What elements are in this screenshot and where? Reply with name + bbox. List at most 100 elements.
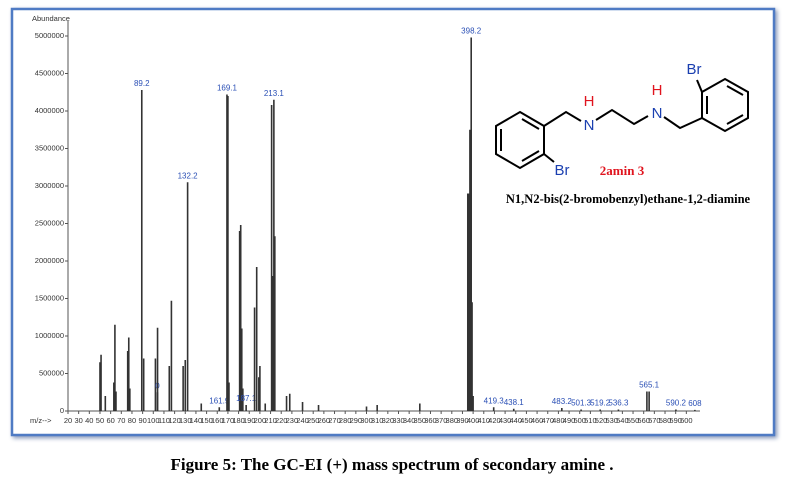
atom: Br	[555, 162, 570, 179]
x-tick-label: 590	[669, 416, 682, 425]
peak	[646, 391, 648, 411]
peak	[182, 366, 184, 411]
peak-label: 483.2	[552, 397, 573, 406]
peak	[113, 382, 115, 411]
x-tick-label: 40	[85, 416, 93, 425]
bond	[696, 79, 703, 93]
peak	[694, 409, 696, 411]
peak	[301, 402, 304, 411]
y-tick-label: 2000000	[35, 256, 64, 265]
x-tick-label: 110	[158, 416, 170, 425]
peak-label: 419.3	[484, 396, 505, 405]
peak	[115, 391, 117, 411]
y-tick-label: 1500000	[35, 293, 64, 302]
x-tick-label: 130	[179, 416, 192, 425]
peak-label: 398.2	[461, 27, 482, 36]
x-tick-label: 410	[478, 416, 491, 425]
x-tick-label: 370	[435, 416, 448, 425]
frame	[10, 7, 776, 437]
peak	[675, 409, 677, 411]
peak	[245, 405, 247, 411]
peak	[466, 193, 469, 411]
peak	[469, 129, 471, 411]
x-tick-label: 190	[243, 416, 256, 425]
peak	[142, 358, 145, 411]
peak-label: 590.2	[666, 399, 687, 408]
x-tick-label: 160	[211, 416, 224, 425]
x-tick-label: 340	[403, 416, 416, 425]
peak	[376, 405, 378, 411]
x-tick-label: 360	[424, 416, 437, 425]
peak-label: 565.1	[639, 381, 660, 390]
peak	[274, 236, 276, 411]
x-tick-label: 250	[307, 416, 320, 425]
peak	[99, 362, 101, 411]
bond	[521, 150, 540, 162]
x-tick-label: 60	[106, 416, 114, 425]
peak	[317, 405, 320, 411]
peak	[100, 354, 102, 411]
peak	[126, 351, 129, 411]
peak	[140, 90, 143, 411]
y-tick-label: 2500000	[35, 218, 64, 227]
x-tick-label: 310	[371, 416, 384, 425]
x-tick-label: 380	[446, 416, 459, 425]
x-axis-label: m/z-->	[30, 416, 52, 425]
x-tick-label: 170	[222, 416, 235, 425]
x-tick-label: 430	[499, 416, 512, 425]
compound-name: N1,N2-bis(2-bromobenzyl)ethane-1,2-diami…	[506, 192, 751, 206]
peak-label: 438.1	[504, 398, 525, 407]
peak-label: 161.9	[209, 396, 230, 405]
peak	[492, 407, 495, 411]
x-tick-label: 200	[254, 416, 267, 425]
x-tick-label: 440	[510, 416, 523, 425]
y-axis-label: Abundance	[32, 14, 70, 23]
y-tick-label: 500000	[39, 368, 64, 377]
x-tick-label: 390	[456, 416, 469, 425]
peak	[127, 337, 130, 411]
x-tick-label: 460	[531, 416, 544, 425]
x-tick-label: 300	[360, 416, 373, 425]
x-tick-label: 420	[488, 416, 501, 425]
x-tick-label: 220	[275, 416, 288, 425]
atom: H	[652, 82, 663, 99]
peak	[270, 105, 273, 411]
peak	[580, 409, 582, 411]
bond	[521, 118, 540, 130]
x-tick-label: 520	[595, 416, 608, 425]
peak	[156, 327, 159, 411]
x-tick-label: 240	[296, 416, 309, 425]
x-tick-label: 290	[350, 416, 363, 425]
y-tick-label: 3000000	[35, 181, 64, 190]
peak	[186, 182, 189, 411]
peak	[227, 96, 229, 411]
peak	[561, 408, 563, 411]
x-tick-label: 490	[563, 416, 576, 425]
peak	[253, 307, 256, 411]
peak	[599, 409, 601, 411]
peak-label: 187.1	[236, 394, 257, 403]
compound-label: 2amin 3	[600, 163, 645, 178]
x-tick-label: 180	[232, 416, 245, 425]
x-tick-label: 100	[147, 416, 160, 425]
x-tick-label: 540	[616, 416, 629, 425]
caption: Figure 5: The GC-EI (+) mass spectrum of…	[171, 455, 614, 474]
x-tick-label: 50	[96, 416, 104, 425]
peak	[470, 37, 472, 411]
peak	[255, 267, 258, 411]
x-tick-label: 600	[680, 416, 693, 425]
x-tick-label: 500	[573, 416, 586, 425]
x-tick-label: 450	[520, 416, 533, 425]
atom: H	[584, 93, 595, 110]
atom: Br	[687, 61, 702, 78]
bond	[543, 110, 582, 127]
x-tick-label: 260	[318, 416, 331, 425]
peak	[184, 360, 187, 411]
peak-label: 213.1	[264, 89, 285, 98]
peak	[472, 396, 474, 411]
peak	[104, 396, 107, 411]
x-tick-label: 560	[637, 416, 650, 425]
structure: Br N H N H Br 2amin 3 N1,N2-bis(2-bromob…	[495, 61, 751, 206]
peak-label: 132.2	[178, 171, 199, 180]
